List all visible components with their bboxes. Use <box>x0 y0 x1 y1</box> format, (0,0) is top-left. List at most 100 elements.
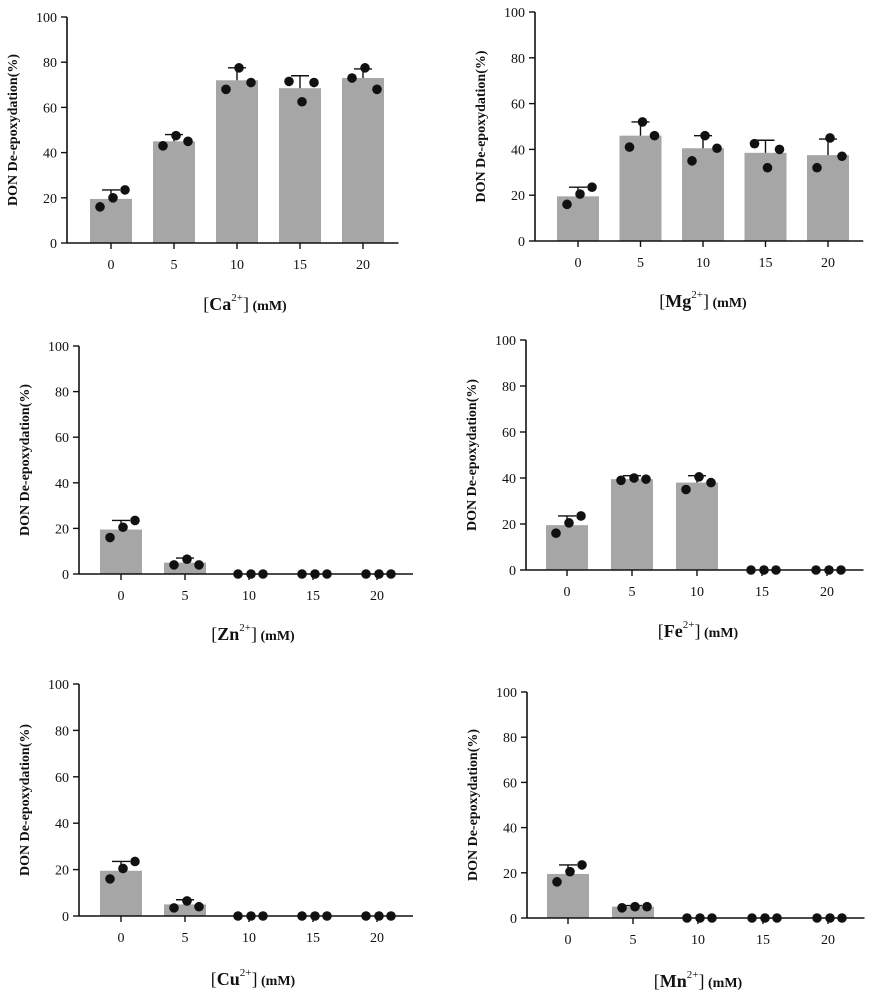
data-point-0-2 <box>118 522 128 533</box>
data-point-15-3 <box>309 77 319 88</box>
bar-10 <box>676 482 718 570</box>
y-axis-title: DON De-epoxydation(%) <box>18 724 33 876</box>
x-axis-title-bracket-open: [ <box>659 291 665 311</box>
data-point-0-1 <box>95 202 105 212</box>
y-axis-title: DON De-epoxydation(%) <box>6 54 21 206</box>
x-axis-title-ion: Fe <box>664 621 683 641</box>
data-point-20-1 <box>812 162 822 173</box>
data-point-0-1 <box>552 877 562 887</box>
panel-zn: 0 20 40 60 80 100 0 5 10 15 20 DON De-epoxydation(%… <box>18 340 413 644</box>
y-tick-label-20: 20 <box>502 518 516 533</box>
data-point-5-3 <box>194 560 204 570</box>
y-tick-label-80: 80 <box>55 386 69 401</box>
y-tick-label-0: 0 <box>62 910 69 925</box>
data-point-20-2 <box>825 133 835 143</box>
y-axis-title: DON De-epoxydation(%) <box>18 384 33 536</box>
data-point-10-1 <box>221 84 231 95</box>
y-tick-label-60: 60 <box>503 776 517 791</box>
data-point-15-2 <box>762 162 773 173</box>
bar-10 <box>216 80 258 243</box>
x-tick-label-15: 15 <box>293 258 307 273</box>
x-tick-label-10: 10 <box>690 585 704 600</box>
x-tick-label-10: 10 <box>230 258 244 273</box>
y-tick-label-100: 100 <box>495 334 516 349</box>
bar-5 <box>164 904 206 916</box>
y-tick-label-100: 100 <box>496 686 517 701</box>
x-tick-label-20: 20 <box>820 585 834 600</box>
data-point-5-1 <box>169 903 179 913</box>
y-tick-label-0: 0 <box>62 568 69 583</box>
x-axis-title: [Fe2+] (mM) <box>658 619 739 641</box>
x-axis-title-bracket-close: ] <box>251 624 257 644</box>
x-axis-title-bracket-open: [ <box>654 971 660 991</box>
x-tick-label-15: 15 <box>306 931 320 946</box>
x-axis-title-ion: Zn <box>217 624 239 644</box>
bar-20 <box>342 78 384 244</box>
x-axis-title-charge: 2+ <box>239 622 251 634</box>
y-tick-label-20: 20 <box>503 867 517 882</box>
y-tick-label-40: 40 <box>503 822 517 837</box>
x-tick-label-20: 20 <box>821 933 835 948</box>
y-tick-label-40: 40 <box>511 143 525 158</box>
y-tick-label-60: 60 <box>55 771 69 786</box>
data-point-20-2 <box>360 63 370 73</box>
x-tick-label-5: 5 <box>182 931 189 946</box>
data-point-10-2 <box>700 130 710 141</box>
y-tick-label-60: 60 <box>55 431 69 446</box>
y-tick-label-80: 80 <box>55 724 69 739</box>
x-axis-title: [Zn2+] (mM) <box>211 622 295 644</box>
x-tick-label-20: 20 <box>370 931 384 946</box>
y-tick-label-0: 0 <box>518 235 525 250</box>
x-axis-title-ion: Mg <box>665 291 691 311</box>
x-tick-label-15: 15 <box>306 589 320 604</box>
x-tick-label-15: 15 <box>759 256 773 271</box>
data-point-0-3 <box>130 515 140 526</box>
x-axis-title-bracket-open: [ <box>658 621 664 641</box>
y-tick-label-60: 60 <box>502 426 516 441</box>
data-point-5-1 <box>624 142 635 152</box>
panel-ca: 0 20 40 60 80 100 0 5 10 15 20 DON De-epoxydation(%… <box>6 11 399 314</box>
x-axis-title: [Mn2+] (mM) <box>654 969 743 991</box>
x-axis-title: [Cu2+] (mM) <box>211 967 296 989</box>
bar-5 <box>612 906 654 918</box>
x-axis-title-bracket-close: ] <box>699 971 705 991</box>
data-point-5-1 <box>616 475 626 486</box>
x-axis-title-ion: Mn <box>660 971 687 991</box>
panel-fe: 0 20 40 60 80 100 0 5 10 15 20 DON De-epoxydation(%… <box>465 334 864 641</box>
y-tick-label-0: 0 <box>50 237 57 252</box>
x-axis-title-unit: (mM) <box>257 629 295 644</box>
x-tick-label-15: 15 <box>755 585 769 600</box>
y-tick-label-60: 60 <box>511 98 525 113</box>
data-point-5-2 <box>182 554 192 564</box>
x-axis-title-ion: Ca <box>209 294 231 314</box>
x-tick-label-20: 20 <box>370 589 384 604</box>
data-point-15-2 <box>297 96 307 107</box>
x-axis-title-unit: (mM) <box>701 626 739 641</box>
x-tick-label-0: 0 <box>575 256 582 271</box>
data-point-5-2 <box>630 901 640 912</box>
data-point-10-2 <box>694 472 704 482</box>
data-point-5-2 <box>637 117 648 127</box>
x-tick-label-10: 10 <box>242 589 256 604</box>
data-point-0-3 <box>577 860 587 870</box>
data-point-0-2 <box>564 518 574 528</box>
data-point-0-2 <box>565 866 575 877</box>
panel-mn: 0 20 40 60 80 100 0 5 10 15 20 DON De-epoxydation(%… <box>466 686 865 991</box>
data-point-20-1 <box>347 73 357 83</box>
x-axis-title-charge: 2+ <box>683 619 695 631</box>
y-tick-label-40: 40 <box>55 477 69 492</box>
x-tick-label-0: 0 <box>564 585 571 600</box>
data-point-0-3 <box>587 182 597 192</box>
y-tick-label-100: 100 <box>48 340 69 355</box>
x-axis-title-charge: 2+ <box>691 289 703 301</box>
y-tick-label-40: 40 <box>502 472 516 487</box>
x-tick-label-5: 5 <box>629 585 636 600</box>
data-point-15-1 <box>284 76 294 87</box>
x-axis-title-unit: (mM) <box>249 299 287 314</box>
y-tick-label-100: 100 <box>48 678 69 693</box>
y-tick-label-20: 20 <box>43 192 57 207</box>
bar-15 <box>279 88 321 243</box>
panel-mg: 0 20 40 60 80 100 0 5 10 15 20 DON De-epoxydation(%… <box>474 6 864 311</box>
x-tick-label-20: 20 <box>821 256 835 271</box>
x-tick-label-0: 0 <box>108 258 115 273</box>
